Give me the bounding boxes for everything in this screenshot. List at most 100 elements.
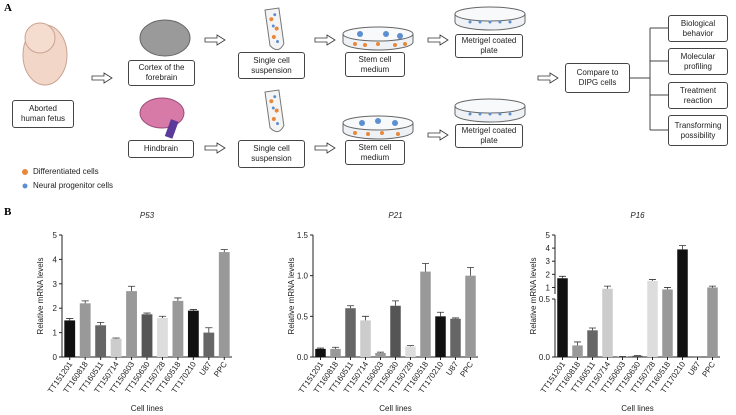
y-tick-label: 3 xyxy=(53,280,58,289)
x-tick-label: U87 xyxy=(444,360,460,378)
outcome-box: Molecular profiling xyxy=(668,48,728,75)
error-bar xyxy=(559,275,566,279)
bar xyxy=(375,352,386,357)
bar xyxy=(157,317,168,357)
y-tick-label: 1.5 xyxy=(297,231,309,240)
error-bar xyxy=(709,285,716,288)
error-bar xyxy=(143,312,151,315)
y-tick-label: 0.0 xyxy=(539,353,551,362)
error-bar xyxy=(467,267,474,276)
x-tick-label: PPC xyxy=(212,360,229,379)
outcome-box: Transforming possibility xyxy=(668,115,728,146)
error-bar xyxy=(81,300,89,304)
y-tick-label: 0.0 xyxy=(297,353,309,362)
error-bar xyxy=(437,311,444,317)
outcome-box: Biological behavior xyxy=(668,15,728,42)
x-axis-label: Cell lines xyxy=(621,404,653,413)
bar xyxy=(465,275,476,357)
error-bar xyxy=(112,337,120,339)
error-bar xyxy=(317,347,324,349)
outcome-box: Treatment reaction xyxy=(668,82,728,109)
x-tick-label: U87 xyxy=(198,360,214,378)
bar xyxy=(79,303,91,357)
step-box: Stem cell medium xyxy=(345,52,405,77)
error-bar xyxy=(452,317,459,319)
y-tick-label: 3 xyxy=(546,257,551,266)
bar xyxy=(662,289,673,357)
y-tick-label: 4 xyxy=(53,255,58,264)
bar xyxy=(707,287,718,357)
legend-label: Neural progenitor cells xyxy=(33,181,114,190)
bar xyxy=(110,338,122,357)
step-box: Metrigel coated plate xyxy=(455,34,523,58)
bar xyxy=(95,325,107,357)
bar xyxy=(557,278,568,357)
bar xyxy=(64,320,76,357)
error-bar xyxy=(158,315,167,318)
bar xyxy=(126,291,137,357)
error-bar xyxy=(220,249,228,253)
x-tick-label: PPC xyxy=(700,360,717,379)
bar xyxy=(602,288,613,357)
error-bar xyxy=(422,263,429,272)
panel-label: B xyxy=(4,206,12,218)
bar xyxy=(172,300,184,357)
error-bar xyxy=(97,321,105,326)
bar xyxy=(632,355,643,357)
error-bar xyxy=(392,300,399,306)
step-box: Metrigel coated plate xyxy=(455,124,523,148)
brain xyxy=(139,19,191,57)
panel-label: A xyxy=(4,2,12,14)
y-axis-label: Relative mRNA levels xyxy=(529,258,538,335)
y-tick-label: 0.5 xyxy=(297,312,309,321)
x-tick-label: PPC xyxy=(458,360,475,379)
bar xyxy=(187,310,199,357)
error-bar xyxy=(174,297,182,301)
step-box: Stem cell medium xyxy=(345,140,405,165)
error-bar xyxy=(377,351,384,353)
y-tick-label: 1 xyxy=(546,283,551,292)
y-tick-label: 1 xyxy=(53,329,58,338)
source-box: Aborted human fetus xyxy=(12,100,74,128)
bar xyxy=(677,249,688,357)
error-bar xyxy=(604,285,611,289)
y-tick-label: 4 xyxy=(546,244,551,253)
bar xyxy=(360,320,371,357)
y-tick-label: 2 xyxy=(53,304,58,313)
bar xyxy=(435,316,446,357)
error-bar xyxy=(66,318,74,321)
error-bar xyxy=(332,346,339,349)
arrows xyxy=(91,27,668,154)
bar xyxy=(345,308,356,357)
error-bar xyxy=(407,345,414,347)
chart-title: P53 xyxy=(140,211,155,220)
error-bar xyxy=(589,327,596,331)
tissue-box: Cortex of the forebrain xyxy=(128,60,195,86)
y-tick-label: 5 xyxy=(546,231,551,240)
y-axis-label: Relative mRNA levels xyxy=(287,258,296,335)
illustrations xyxy=(22,6,526,189)
x-axis-label: Cell lines xyxy=(131,404,163,413)
y-tick-label: 1.0 xyxy=(297,272,309,281)
bar xyxy=(330,348,341,357)
error-bar xyxy=(189,309,197,311)
legend-label: Differentiated cells xyxy=(33,167,99,176)
bar xyxy=(405,346,416,357)
bar xyxy=(218,252,230,357)
error-bar xyxy=(347,305,354,309)
compare-box: Compare to DIPG cells xyxy=(565,63,630,93)
step-box: Single cell suspension xyxy=(238,140,305,168)
chart-title: P21 xyxy=(388,211,402,220)
bar xyxy=(390,305,401,357)
error-bar xyxy=(362,315,369,321)
bar xyxy=(203,332,215,357)
y-tick-label: 2 xyxy=(546,270,551,279)
y-tick-label: 0.5 xyxy=(539,295,551,304)
bar xyxy=(420,271,431,357)
bar xyxy=(587,330,598,357)
chart-title: P16 xyxy=(630,211,645,220)
bar xyxy=(315,348,326,357)
y-tick-label: 5 xyxy=(53,231,58,240)
